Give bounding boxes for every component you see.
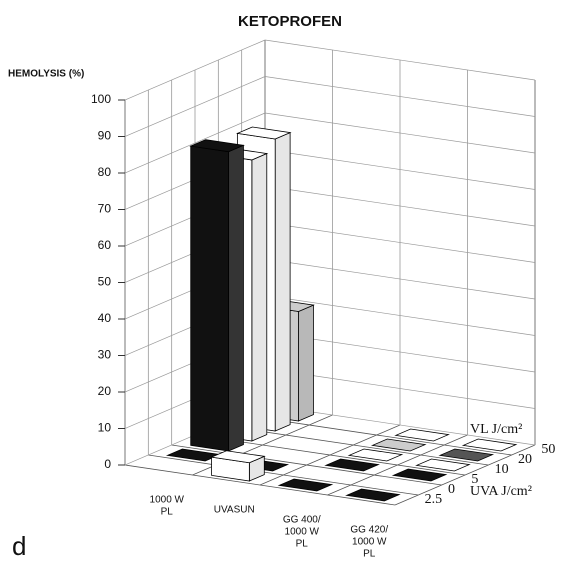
depth-tick-label: 2.5 — [425, 492, 443, 507]
bar-top — [391, 468, 448, 482]
bar — [189, 139, 245, 452]
depth-tick-label: 0 — [448, 482, 455, 497]
bar-top — [189, 139, 245, 153]
x-tick-label: 1000 W — [285, 527, 320, 538]
grid-line — [264, 222, 536, 263]
bar-top — [324, 458, 380, 472]
y-tick-label: 20 — [98, 384, 112, 398]
grid-line — [264, 295, 536, 336]
panel-label: d — [12, 531, 26, 561]
bar — [391, 468, 448, 482]
floor-grid — [171, 444, 442, 486]
bar — [345, 488, 401, 502]
x-tick-label: GG 420/ — [350, 525, 388, 536]
x-tick-label: GG 400/ — [283, 515, 321, 526]
y-tick-label: 50 — [98, 275, 112, 289]
bar-top — [347, 448, 404, 462]
grid-line — [124, 39, 266, 101]
bar — [277, 478, 334, 492]
y-tick-label: 80 — [98, 165, 112, 179]
y-tick-label: 100 — [91, 92, 111, 106]
grid-line — [264, 39, 536, 81]
x-tick-label: PL — [363, 549, 376, 560]
depth-tick-label: 10 — [495, 462, 509, 477]
bar — [394, 428, 450, 442]
bar-top — [277, 478, 334, 492]
bar-side — [274, 131, 291, 432]
bar-side — [298, 304, 314, 422]
grid-line — [124, 76, 266, 137]
bar — [210, 450, 266, 482]
grid-line — [264, 76, 536, 117]
bar — [324, 458, 380, 472]
grid-line — [264, 112, 536, 154]
y-tick-label: 10 — [98, 421, 112, 435]
x-tick-label: UVASUN — [214, 505, 255, 516]
bar-front — [190, 145, 229, 452]
bar-side — [228, 144, 244, 452]
depth-axis-label: VL J/cm² — [470, 422, 522, 437]
grid-line — [264, 149, 536, 190]
depth-tick-label: 5 — [471, 472, 478, 487]
bar — [415, 458, 471, 472]
y-tick-label: 0 — [104, 457, 111, 471]
floor-grid — [148, 454, 419, 496]
y-tick-label: 30 — [98, 348, 112, 362]
x-tick-label: 1000 W — [150, 495, 185, 506]
depth-tick-label: 50 — [541, 442, 555, 457]
y-tick-label: 40 — [98, 311, 112, 325]
y-tick-label: 60 — [98, 238, 112, 252]
y-tick-label: 70 — [98, 202, 112, 216]
bar — [370, 438, 427, 452]
bar — [347, 448, 404, 462]
bar — [461, 438, 518, 452]
chart-title: KETOPROFEN — [238, 13, 342, 30]
bar-side — [251, 152, 268, 442]
bar-top — [461, 438, 518, 452]
x-tick-label: 1000 W — [352, 537, 387, 548]
bar — [438, 448, 495, 462]
grid-line — [264, 185, 536, 227]
x-tick-label: PL — [296, 539, 309, 550]
bar-top — [438, 448, 495, 462]
bar-top — [370, 438, 427, 452]
y-tick-label: 90 — [98, 129, 112, 143]
grid-line — [124, 112, 266, 174]
y-axis-label: HEMOLYSIS (%) — [8, 69, 84, 80]
bar-top — [210, 450, 266, 464]
x-tick-label: PL — [161, 507, 174, 518]
depth-axis-label: UVA J/cm² — [470, 484, 532, 499]
bar-top — [394, 428, 450, 442]
bar-top — [345, 488, 401, 502]
depth-tick-label: 20 — [518, 452, 532, 467]
bar-top — [235, 126, 292, 140]
grid-line — [264, 258, 536, 300]
bar-top — [415, 458, 471, 472]
